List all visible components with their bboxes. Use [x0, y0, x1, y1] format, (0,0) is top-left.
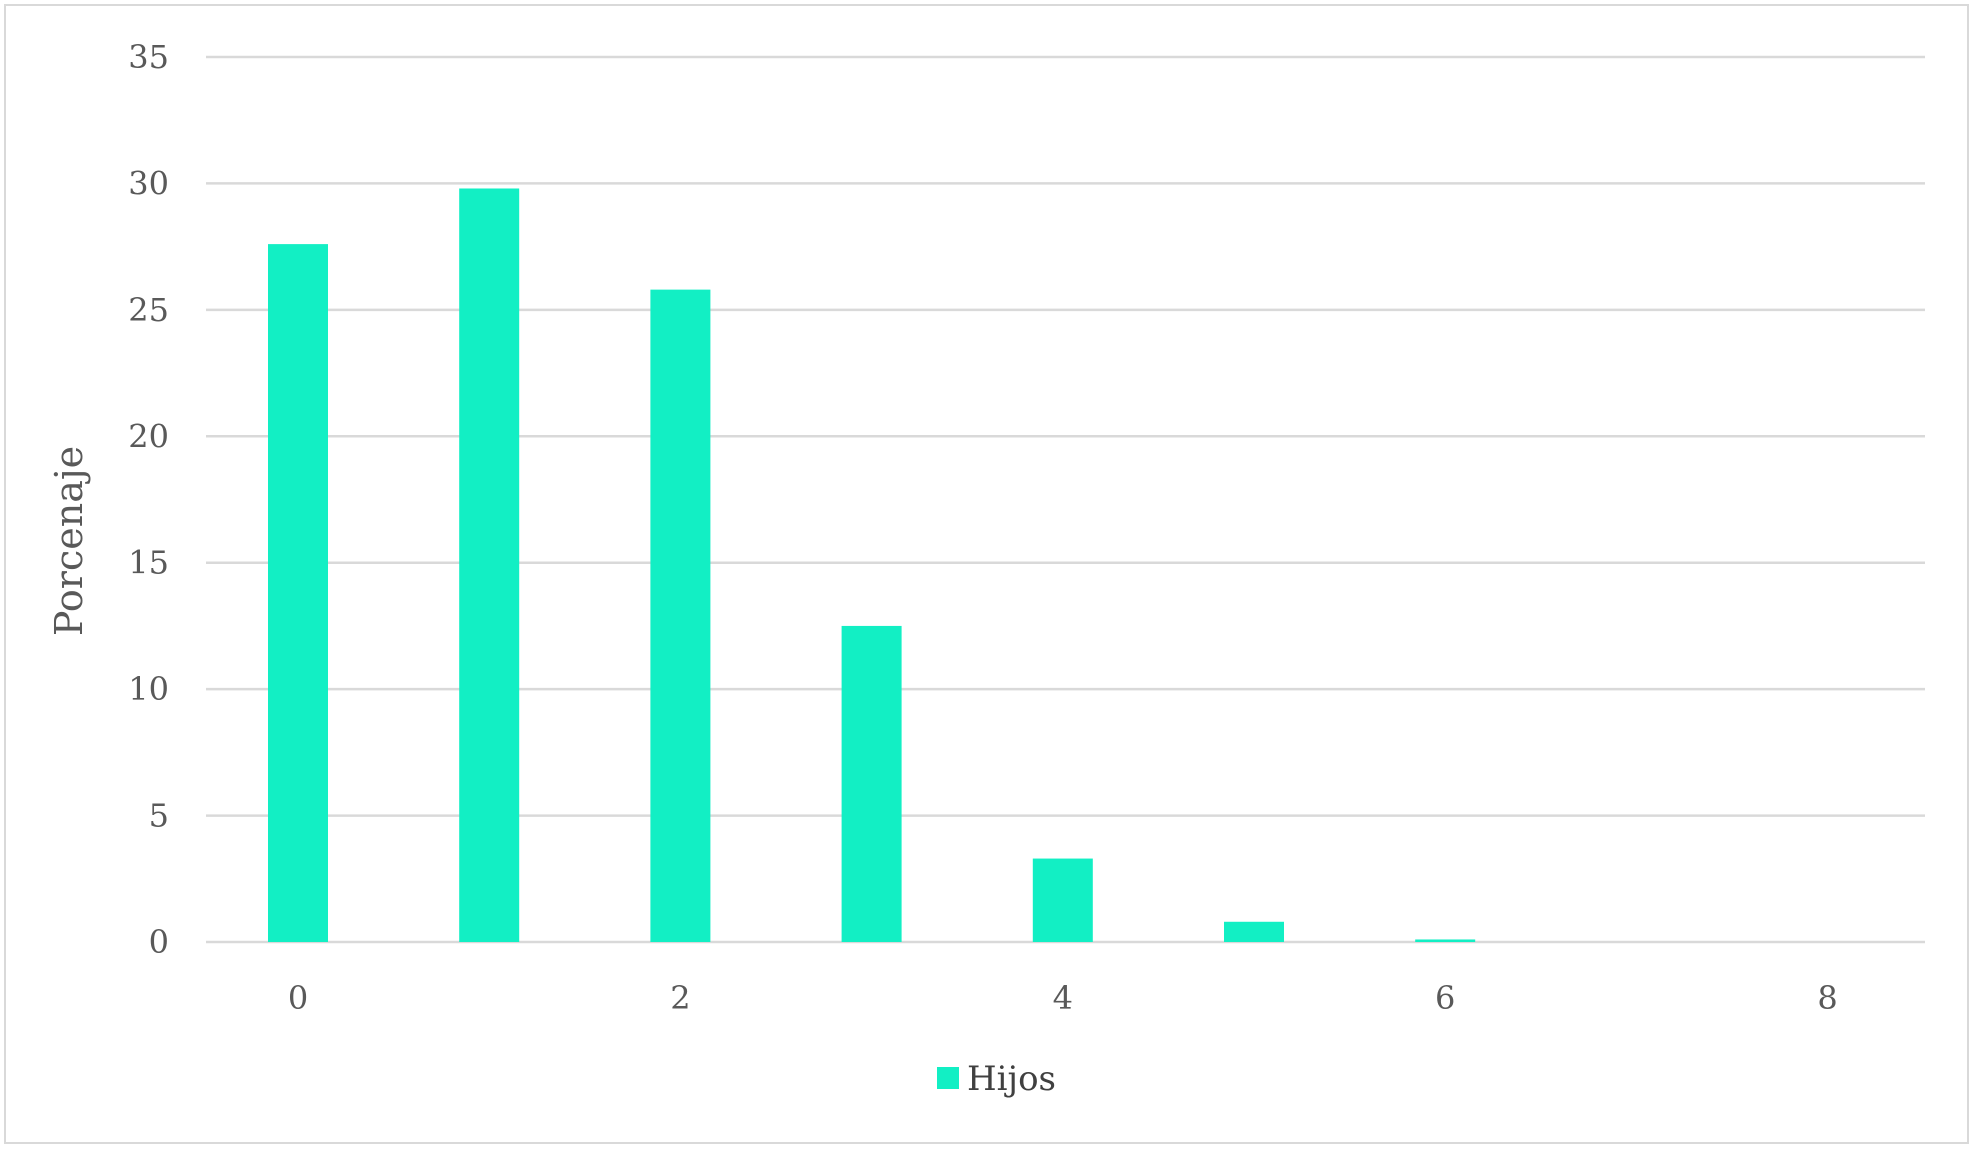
y-tick-label-35: 35 — [128, 38, 169, 76]
legend-swatch-hijos — [937, 1067, 959, 1089]
bar-3 — [841, 625, 902, 942]
x-axis-ticks: 0 2 4 6 8 — [288, 979, 1838, 1017]
y-tick-label-10: 10 — [128, 670, 169, 708]
y-tick-label-5: 5 — [149, 797, 169, 835]
chart-frame: 0 5 10 15 20 25 30 35 0 2 4 6 8 Porcenaje Hijos — [4, 4, 1969, 1144]
x-tick-label-8: 8 — [1817, 979, 1837, 1017]
x-tick-label-6: 6 — [1435, 979, 1455, 1017]
bar-4 — [1032, 858, 1093, 942]
x-tick-label-2: 2 — [670, 979, 690, 1017]
bar-1 — [459, 188, 520, 942]
x-tick-label-0: 0 — [288, 979, 308, 1017]
y-tick-label-25: 25 — [128, 291, 169, 329]
legend-label-hijos: Hijos — [967, 1059, 1056, 1099]
bars — [268, 188, 1476, 943]
chart-svg: 0 5 10 15 20 25 30 35 0 2 4 6 8 Porcenaje Hijos — [47, 38, 1925, 1099]
y-axis-ticks: 0 5 10 15 20 25 30 35 — [128, 38, 169, 961]
y-axis-title: Porcenaje — [47, 446, 91, 636]
x-tick-label-4: 4 — [1053, 979, 1073, 1017]
y-tick-label-20: 20 — [128, 417, 169, 455]
y-tick-label-30: 30 — [128, 164, 169, 202]
bar-2 — [650, 289, 711, 943]
bar-0 — [268, 244, 328, 943]
y-tick-label-0: 0 — [149, 923, 169, 961]
bar-6 — [1415, 939, 1476, 942]
bar-5 — [1224, 921, 1284, 942]
y-tick-label-15: 15 — [128, 544, 169, 582]
legend: Hijos — [937, 1059, 1056, 1099]
